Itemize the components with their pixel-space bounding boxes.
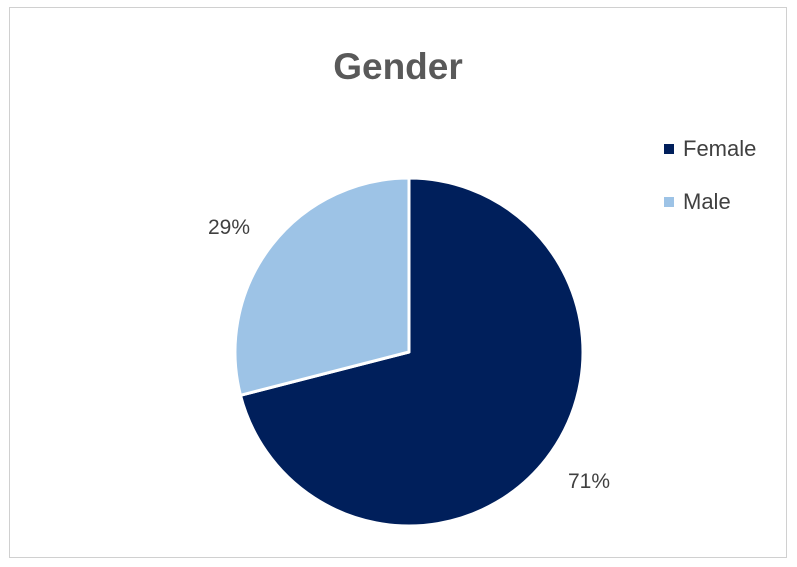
pie-slice-female (238, 176, 585, 528)
legend-item-female: Female (664, 134, 756, 164)
pie-slice-male (233, 176, 411, 397)
data-label-male: 29% (208, 216, 250, 239)
legend: Female Male (664, 134, 756, 240)
pie-chart: 71% 29% (208, 176, 610, 528)
chart-title: Gender (333, 46, 463, 87)
legend-label-female: Female (683, 136, 757, 161)
legend-item-male: Male (664, 187, 756, 217)
legend-swatch-female (664, 144, 674, 154)
legend-swatch-male (664, 197, 674, 207)
legend-label-male: Male (683, 189, 731, 214)
chart-area: Gender Female Male 71% 29% (9, 7, 787, 558)
data-label-female: 71% (568, 470, 610, 493)
